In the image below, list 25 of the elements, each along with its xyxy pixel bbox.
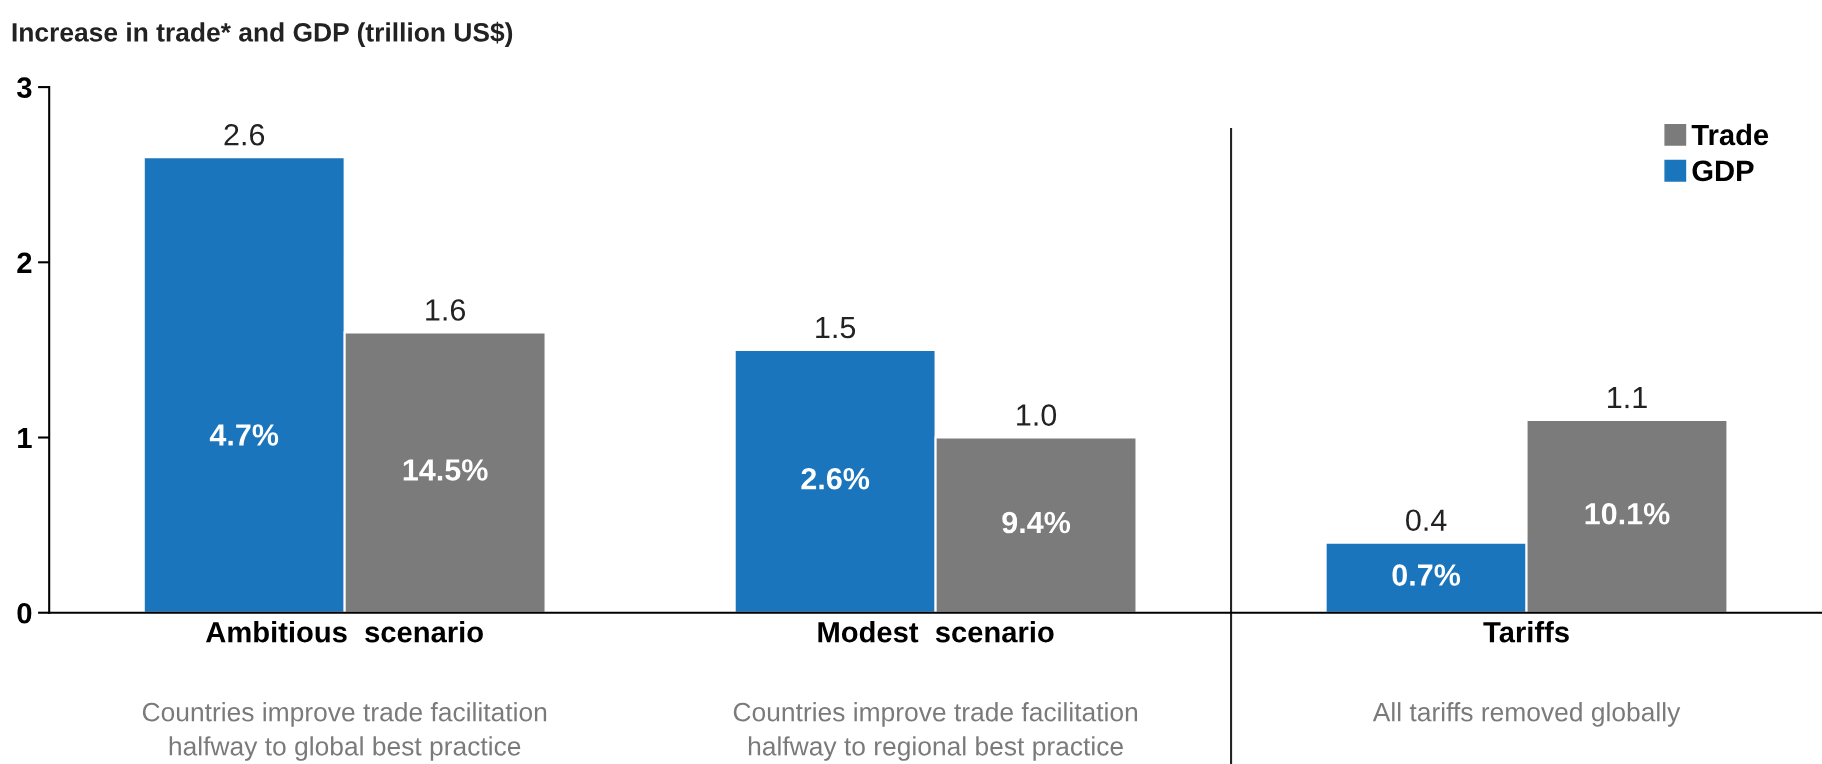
annotation: 14.5%: [403, 459, 488, 481]
x-tick-label: Modest scenario: [818, 621, 1054, 643]
data-label: 1.0: [1017, 404, 1057, 426]
annotation: 9.4%: [1002, 511, 1071, 534]
data-label: 1.6: [426, 299, 466, 321]
y-tick-label: 3: [16, 77, 32, 98]
annotation: 10.1%: [1585, 502, 1670, 525]
data-label: 0.4: [1406, 509, 1447, 532]
x-tick-label: Tariffs: [1483, 621, 1569, 643]
text: All tariffs removed globally: [1372, 702, 1681, 727]
y-tick-label: 0: [17, 602, 32, 624]
data-label: 1.5: [816, 316, 856, 339]
legend-label: GDP: [1692, 160, 1754, 182]
x-tick-label: Ambitious scenario: [206, 621, 483, 643]
annotation: 2.6%: [801, 467, 870, 490]
legend-label: Trade: [1691, 123, 1769, 146]
data-label: 1.1: [1608, 387, 1647, 409]
data-label: 2.6: [224, 123, 265, 146]
text: Countries improve trade facilitation halfway to global best practice: [142, 702, 547, 761]
y-axis-title: Increase in trade* and GDP (trillion US$): [12, 21, 513, 47]
y-tick-label: 1: [18, 428, 32, 449]
annotation: 0.7%: [1392, 564, 1461, 586]
text: Countries improve trade facilitation halfway to regional best practice: [733, 702, 1138, 761]
y-tick-label: 2: [17, 252, 32, 273]
annotation: 4.7%: [209, 424, 279, 446]
